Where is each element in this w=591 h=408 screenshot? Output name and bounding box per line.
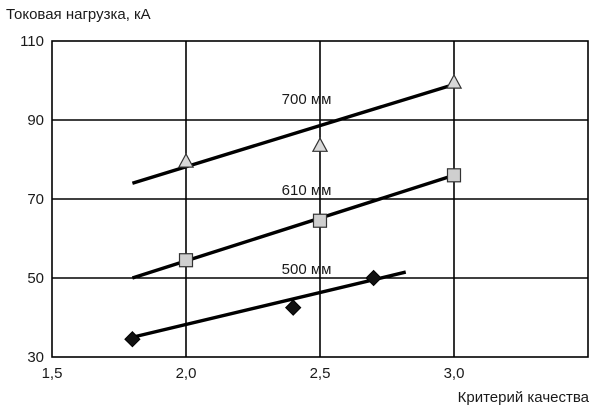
x-tick-label: 2,0 <box>176 365 197 382</box>
data-point <box>365 269 382 287</box>
series-label: 700 мм <box>282 91 332 108</box>
x-tick-label: 3,0 <box>444 365 465 382</box>
y-tick-label: 90 <box>27 112 44 129</box>
x-axis-title: Критерий качества <box>458 389 590 406</box>
data-points <box>124 73 463 348</box>
y-tick-label: 110 <box>20 33 44 50</box>
data-point <box>312 213 328 228</box>
x-tick-label: 1,5 <box>42 365 63 382</box>
y-axis-title: Токовая нагрузка, кА <box>6 6 151 23</box>
trend-lines <box>131 82 455 339</box>
trend-line <box>132 270 407 339</box>
series-labels: 700 мм 610 мм 500 мм <box>282 91 332 278</box>
data-point <box>445 73 463 89</box>
data-point <box>124 331 141 348</box>
data-point <box>284 299 302 316</box>
data-point <box>177 152 195 168</box>
y-tick-label: 50 <box>27 270 44 287</box>
tick-labels: 30 50 70 90 110 1,5 2,0 2,5 3,0 <box>20 33 464 382</box>
x-tick-label: 2,5 <box>310 365 331 382</box>
grid <box>51 40 589 358</box>
series-label: 610 мм <box>282 182 332 199</box>
series-label: 500 мм <box>282 261 332 278</box>
y-tick-label: 30 <box>27 349 44 366</box>
data-point <box>178 253 194 268</box>
data-point <box>446 168 462 183</box>
data-point <box>311 136 329 152</box>
y-tick-label: 70 <box>27 191 44 208</box>
